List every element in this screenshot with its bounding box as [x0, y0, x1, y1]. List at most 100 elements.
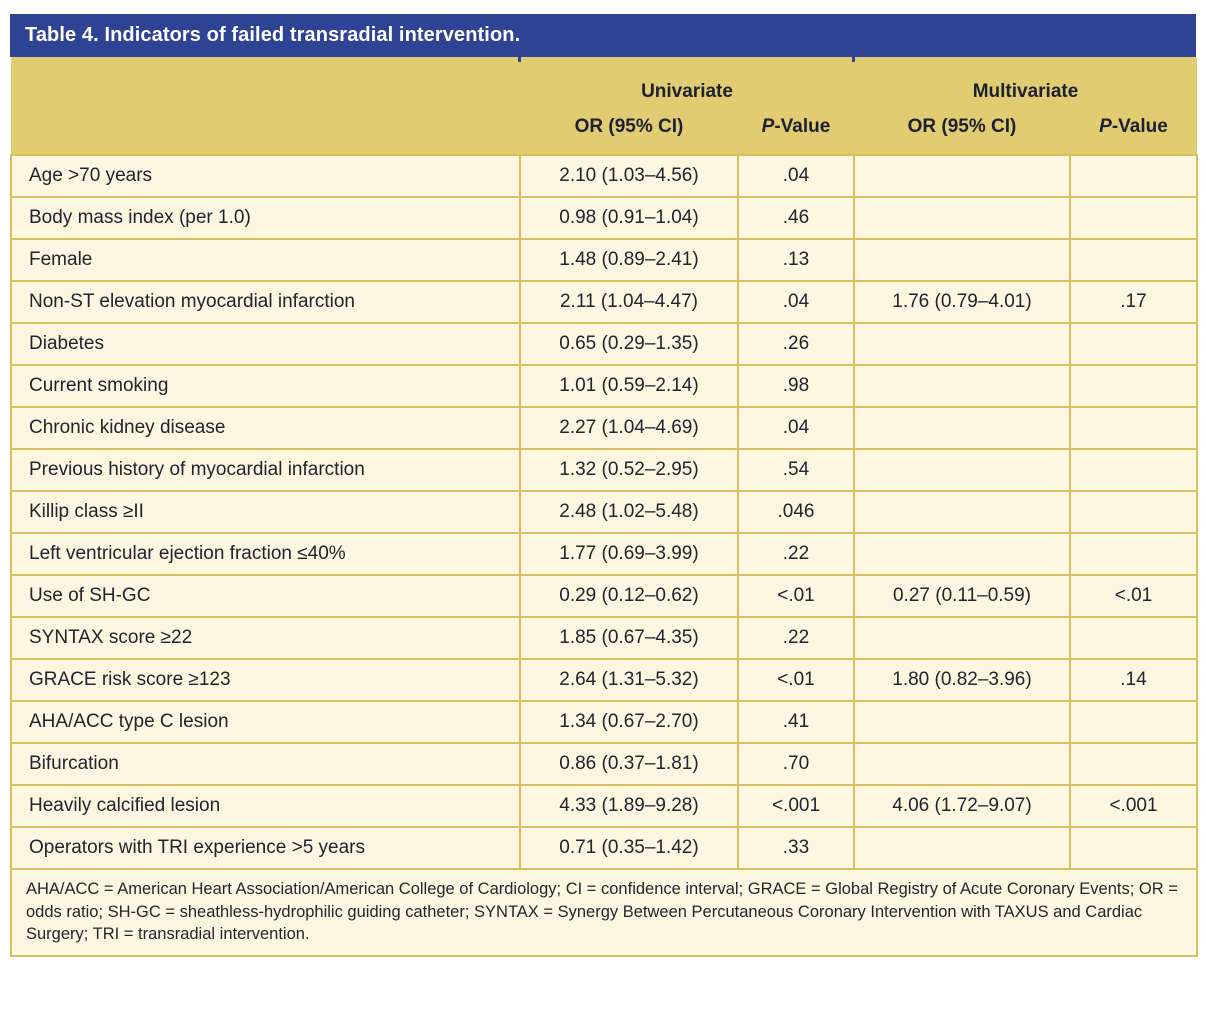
table-row: Chronic kidney disease 2.27 (1.04–4.69) …: [10, 406, 1198, 450]
univariate-pvalue-cell: .22: [737, 616, 855, 660]
univariate-pvalue-cell: .70: [737, 742, 855, 786]
table-row: SYNTAX score ≥22 1.85 (0.67–4.35) .22: [10, 616, 1198, 660]
univariate-or-cell: 0.71 (0.35–1.42): [519, 826, 739, 870]
univariate-or-cell: 1.34 (0.67–2.70): [519, 700, 739, 744]
table-title: Table 4. Indicators of failed transradia…: [25, 24, 521, 46]
univariate-pvalue-cell: .41: [737, 700, 855, 744]
multivariate-pvalue-cell: [1069, 742, 1198, 786]
multivariate-pvalue-cell: [1069, 154, 1198, 198]
indicator-label-cell: Current smoking: [10, 364, 521, 408]
univariate-or-cell: 2.64 (1.31–5.32): [519, 658, 739, 702]
multivariate-pvalue-cell: [1069, 196, 1198, 240]
multivariate-pvalue-cell: [1069, 826, 1198, 870]
multivariate-or-cell: [853, 742, 1071, 786]
indicator-label-cell: Use of SH-GC: [10, 574, 521, 618]
univariate-pvalue-cell: .13: [737, 238, 855, 282]
indicator-label-cell: Heavily calcified lesion: [10, 784, 521, 828]
univariate-or-cell: 0.29 (0.12–0.62): [519, 574, 739, 618]
abbreviations-footnote: AHA/ACC = American Heart Association/Ame…: [10, 868, 1198, 957]
indicator-label-cell: Left ventricular ejection fraction ≤40%: [10, 532, 521, 576]
table-row: Heavily calcified lesion 4.33 (1.89–9.28…: [10, 784, 1198, 828]
univariate-or-cell: 1.48 (0.89–2.41): [519, 238, 739, 282]
multivariate-or-cell: [853, 448, 1071, 492]
multivariate-pvalue-cell: [1069, 364, 1198, 408]
multivariate-or-cell: [853, 364, 1071, 408]
multivariate-or-cell: 1.80 (0.82–3.96): [853, 658, 1071, 702]
table-body: Age >70 years 2.10 (1.03–4.56) .04 Body …: [10, 154, 1198, 870]
column-header-multivariate-pvalue: P-Value: [1070, 105, 1197, 155]
univariate-pvalue-cell: .04: [737, 280, 855, 324]
indicator-label-cell: Bifurcation: [10, 742, 521, 786]
multivariate-pvalue-cell: [1069, 532, 1198, 576]
multivariate-pvalue-cell: .17: [1069, 280, 1198, 324]
univariate-or-cell: 2.48 (1.02–5.48): [519, 490, 739, 534]
multivariate-pvalue-cell: [1069, 406, 1198, 450]
table-row: Bifurcation 0.86 (0.37–1.81) .70: [10, 742, 1198, 786]
multivariate-pvalue-cell: [1069, 700, 1198, 744]
univariate-or-cell: 0.86 (0.37–1.81): [519, 742, 739, 786]
univariate-pvalue-cell: .33: [737, 826, 855, 870]
multivariate-or-cell: 4.06 (1.72–9.07): [853, 784, 1071, 828]
univariate-or-cell: 2.27 (1.04–4.69): [519, 406, 739, 450]
univariate-pvalue-cell: .98: [737, 364, 855, 408]
table-row: Age >70 years 2.10 (1.03–4.56) .04: [10, 154, 1198, 198]
univariate-pvalue-cell: .22: [737, 532, 855, 576]
multivariate-pvalue-cell: <.001: [1069, 784, 1198, 828]
multivariate-pvalue-cell: [1069, 490, 1198, 534]
table-row: Body mass index (per 1.0) 0.98 (0.91–1.0…: [10, 196, 1198, 240]
multivariate-or-cell: [853, 616, 1071, 660]
column-header-univariate-or: OR (95% CI): [520, 105, 738, 155]
indicator-label-cell: Chronic kidney disease: [10, 406, 521, 450]
column-header-multivariate-or: OR (95% CI): [854, 105, 1070, 155]
table-row: AHA/ACC type C lesion 1.34 (0.67–2.70) .…: [10, 700, 1198, 744]
p-italic: P: [1099, 115, 1112, 137]
p-italic: P: [761, 115, 775, 137]
table-footer: AHA/ACC = American Heart Association/Ame…: [10, 868, 1198, 957]
table-row: Previous history of myocardial infarctio…: [10, 448, 1198, 492]
multivariate-or-cell: [853, 700, 1071, 744]
univariate-or-cell: 4.33 (1.89–9.28): [519, 784, 739, 828]
header-spacer: [11, 57, 520, 105]
table-title-bar: Table 4. Indicators of failed transradia…: [10, 14, 1196, 57]
univariate-pvalue-cell: .26: [737, 322, 855, 366]
multivariate-pvalue-cell: [1069, 448, 1198, 492]
indicator-label-cell: Previous history of myocardial infarctio…: [10, 448, 521, 492]
multivariate-or-cell: [853, 154, 1071, 198]
univariate-pvalue-cell: <.001: [737, 784, 855, 828]
multivariate-or-cell: [853, 238, 1071, 282]
multivariate-pvalue-cell: <.01: [1069, 574, 1198, 618]
univariate-or-cell: 0.65 (0.29–1.35): [519, 322, 739, 366]
univariate-or-cell: 1.77 (0.69–3.99): [519, 532, 739, 576]
p-suffix: -Value: [1111, 115, 1168, 137]
univariate-or-cell: 1.32 (0.52–2.95): [519, 448, 739, 492]
indicator-label-cell: Body mass index (per 1.0): [10, 196, 521, 240]
multivariate-or-cell: [853, 322, 1071, 366]
column-header-univariate-pvalue: P-Value: [738, 105, 854, 155]
indicator-label-cell: Operators with TRI experience >5 years: [10, 826, 521, 870]
results-table: Table 4. Indicators of failed transradia…: [10, 14, 1198, 957]
p-suffix: -Value: [774, 115, 831, 137]
statistics-table: Univariate Multivariate OR (95% CI) P-Va…: [10, 57, 1198, 957]
column-divider-tick: [518, 57, 521, 62]
multivariate-or-cell: 1.76 (0.79–4.01): [853, 280, 1071, 324]
multivariate-or-cell: [853, 490, 1071, 534]
indicator-label-cell: Non-ST elevation myocardial infarction: [10, 280, 521, 324]
univariate-pvalue-cell: .54: [737, 448, 855, 492]
univariate-or-cell: 1.01 (0.59–2.14): [519, 364, 739, 408]
multivariate-pvalue-cell: .14: [1069, 658, 1198, 702]
univariate-pvalue-cell: .46: [737, 196, 855, 240]
univariate-pvalue-cell: .046: [737, 490, 855, 534]
univariate-pvalue-cell: <.01: [737, 574, 855, 618]
column-group-multivariate: Multivariate: [854, 57, 1197, 105]
univariate-pvalue-cell: .04: [737, 154, 855, 198]
multivariate-or-cell: 0.27 (0.11–0.59): [853, 574, 1071, 618]
univariate-or-cell: 2.11 (1.04–4.47): [519, 280, 739, 324]
indicator-label-cell: Killip class ≥II: [10, 490, 521, 534]
indicator-label-cell: Female: [10, 238, 521, 282]
table-row: GRACE risk score ≥123 2.64 (1.31–5.32) <…: [10, 658, 1198, 702]
indicator-label-cell: Diabetes: [10, 322, 521, 366]
table-row: Use of SH-GC 0.29 (0.12–0.62) <.01 0.27 …: [10, 574, 1198, 618]
table-row: Current smoking 1.01 (0.59–2.14) .98: [10, 364, 1198, 408]
header-spacer: [11, 105, 520, 155]
column-group-univariate: Univariate: [520, 57, 854, 105]
